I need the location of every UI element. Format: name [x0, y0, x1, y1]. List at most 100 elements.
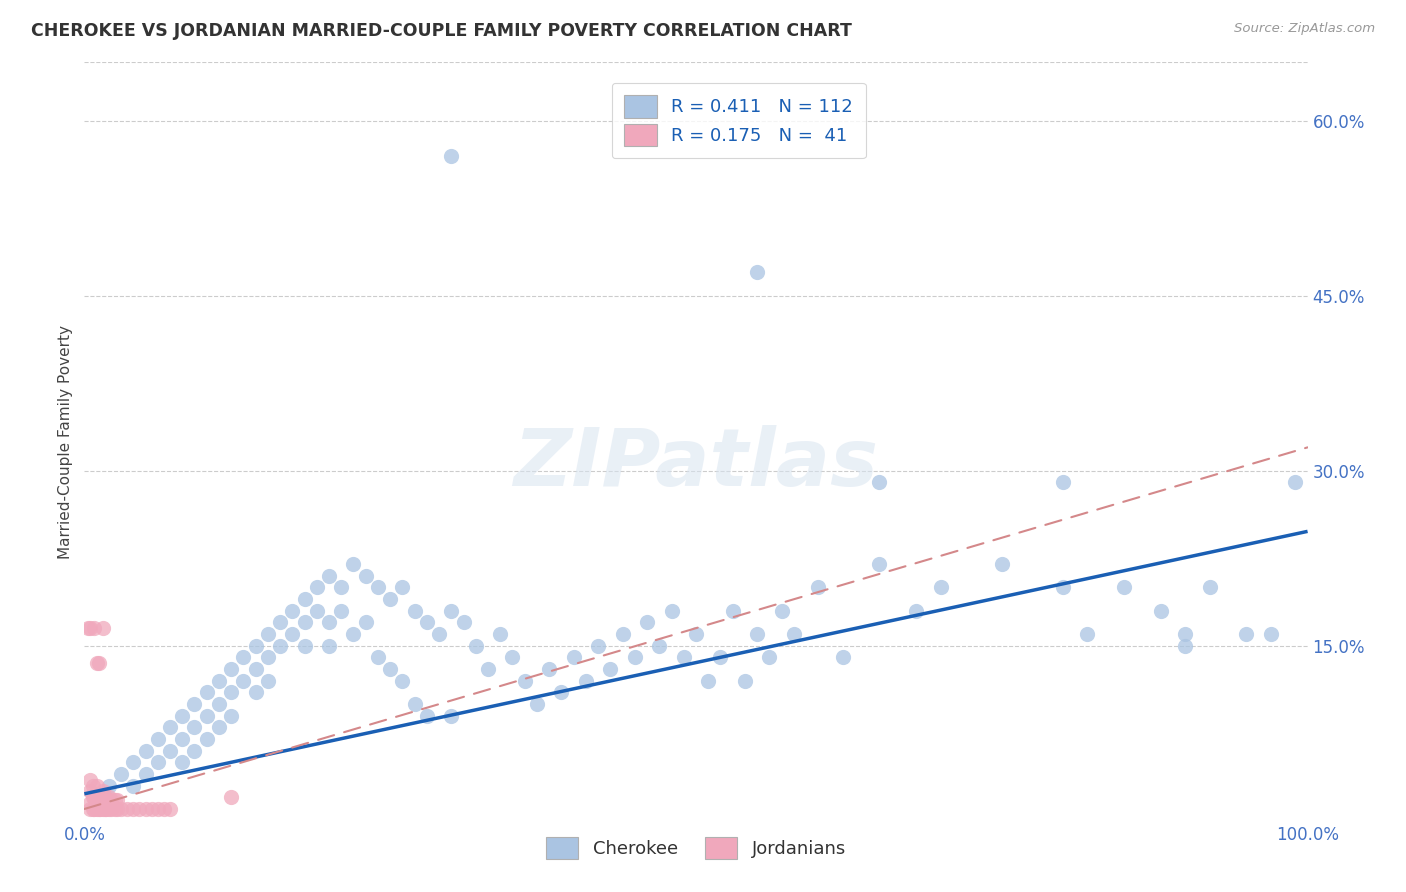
- Point: [380, 592, 402, 607]
- Point: [1236, 627, 1258, 641]
- Point: [305, 604, 328, 618]
- Point: [159, 802, 181, 816]
- Point: [122, 756, 145, 770]
- Point: [367, 580, 389, 594]
- Point: [141, 802, 163, 816]
- Text: CHEROKEE VS JORDANIAN MARRIED-COUPLE FAMILY POVERTY CORRELATION CHART: CHEROKEE VS JORDANIAN MARRIED-COUPLE FAM…: [31, 22, 852, 40]
- Point: [79, 772, 101, 787]
- Point: [183, 744, 205, 758]
- Point: [183, 697, 205, 711]
- Point: [440, 708, 463, 723]
- Point: [153, 802, 176, 816]
- Point: [758, 650, 780, 665]
- Point: [453, 615, 475, 630]
- Point: [79, 802, 101, 816]
- Point: [489, 627, 512, 641]
- Point: [208, 720, 231, 734]
- Point: [89, 802, 111, 816]
- Point: [440, 604, 463, 618]
- Point: [416, 615, 439, 630]
- Point: [128, 802, 150, 816]
- Point: [734, 673, 756, 688]
- Point: [464, 639, 486, 653]
- Point: [195, 685, 218, 699]
- Point: [391, 673, 413, 688]
- Point: [219, 790, 242, 805]
- Point: [110, 802, 132, 816]
- Point: [354, 568, 377, 582]
- Point: [146, 731, 169, 746]
- Point: [477, 662, 499, 676]
- Point: [1052, 580, 1074, 594]
- Point: [404, 604, 426, 618]
- Point: [105, 792, 128, 806]
- Point: [172, 731, 194, 746]
- Point: [245, 685, 267, 699]
- Point: [96, 802, 118, 816]
- Point: [526, 697, 548, 711]
- Point: [281, 604, 304, 618]
- Point: [91, 621, 114, 635]
- Point: [624, 650, 647, 665]
- Point: [367, 650, 389, 665]
- Point: [82, 790, 104, 805]
- Point: [380, 662, 402, 676]
- Point: [636, 615, 658, 630]
- Point: [172, 708, 194, 723]
- Point: [709, 650, 731, 665]
- Point: [159, 744, 181, 758]
- Point: [1174, 639, 1197, 653]
- Point: [1114, 580, 1136, 594]
- Point: [416, 708, 439, 723]
- Point: [146, 802, 169, 816]
- Point: [586, 639, 609, 653]
- Point: [219, 685, 242, 699]
- Point: [208, 697, 231, 711]
- Point: [305, 580, 328, 594]
- Point: [318, 568, 340, 582]
- Point: [245, 639, 267, 653]
- Point: [257, 650, 280, 665]
- Point: [869, 557, 891, 571]
- Point: [97, 790, 120, 805]
- Point: [672, 650, 695, 665]
- Point: [79, 784, 101, 798]
- Point: [87, 802, 110, 816]
- Point: [294, 639, 316, 653]
- Point: [135, 802, 157, 816]
- Point: [219, 708, 242, 723]
- Point: [342, 627, 364, 641]
- Point: [94, 802, 117, 816]
- Point: [86, 779, 108, 793]
- Point: [281, 627, 304, 641]
- Point: [219, 662, 242, 676]
- Point: [122, 802, 145, 816]
- Point: [208, 673, 231, 688]
- Point: [195, 708, 218, 723]
- Point: [342, 557, 364, 571]
- Point: [294, 615, 316, 630]
- Point: [83, 621, 105, 635]
- Point: [86, 656, 108, 670]
- Y-axis label: Married-Couple Family Poverty: Married-Couple Family Poverty: [58, 325, 73, 558]
- Point: [1284, 475, 1306, 490]
- Point: [87, 656, 110, 670]
- Point: [96, 792, 118, 806]
- Point: [86, 790, 108, 805]
- Point: [1198, 580, 1220, 594]
- Point: [159, 720, 181, 734]
- Point: [89, 790, 111, 805]
- Point: [294, 592, 316, 607]
- Point: [1076, 627, 1098, 641]
- Point: [122, 779, 145, 793]
- Point: [391, 580, 413, 594]
- Text: Source: ZipAtlas.com: Source: ZipAtlas.com: [1234, 22, 1375, 36]
- Point: [83, 802, 105, 816]
- Point: [97, 802, 120, 816]
- Point: [1174, 627, 1197, 641]
- Point: [82, 802, 104, 816]
- Point: [538, 662, 561, 676]
- Point: [318, 639, 340, 653]
- Point: [770, 604, 793, 618]
- Point: [172, 756, 194, 770]
